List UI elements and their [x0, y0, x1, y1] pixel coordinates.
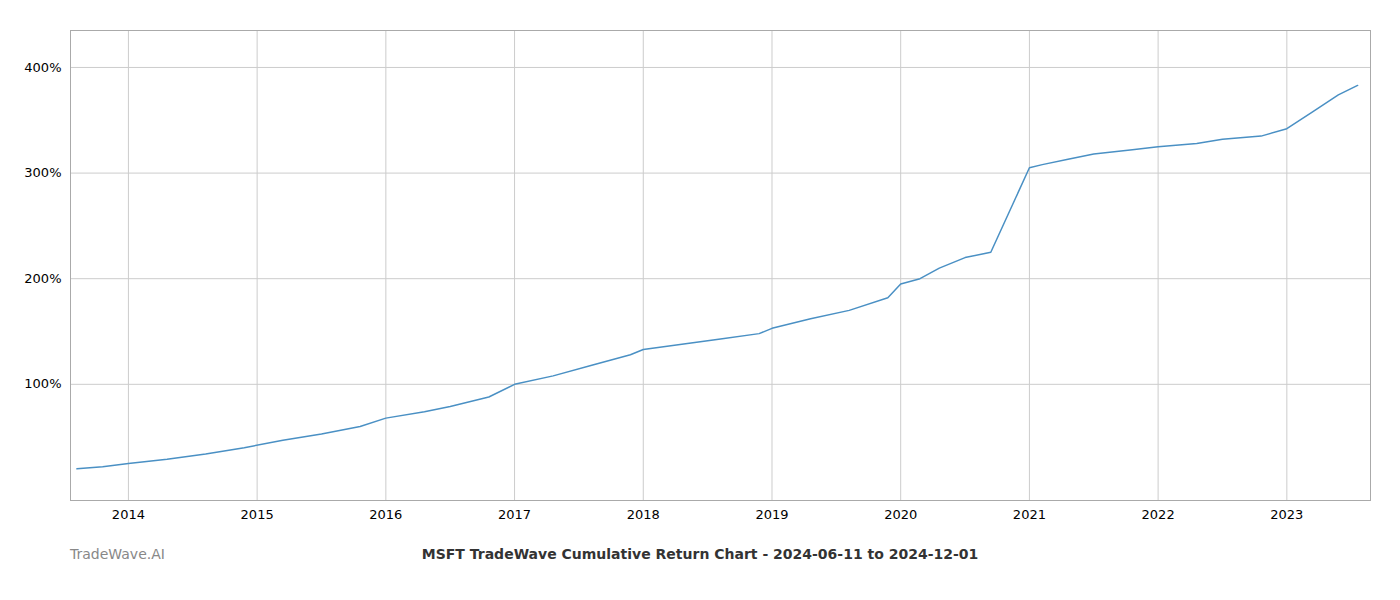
svg-text:2019: 2019 — [755, 507, 788, 522]
svg-text:2023: 2023 — [1270, 507, 1303, 522]
html-text:MSFT TradeWave Cumulative Retu: MSFT TradeWave Cumulative Return Chart -… — [421, 546, 979, 562]
svg-text:400%: 400% — [24, 60, 61, 75]
svg-text:2018: 2018 — [627, 507, 660, 522]
svg-text:2014: 2014 — [112, 507, 145, 522]
svg-text:2015: 2015 — [241, 507, 274, 522]
svg-text:2021: 2021 — [1013, 507, 1046, 522]
svg-text:2020: 2020 — [884, 507, 917, 522]
svg-text:300%: 300% — [24, 165, 61, 180]
svg-text:2016: 2016 — [369, 507, 402, 522]
svg-text:2022: 2022 — [1142, 507, 1175, 522]
html-text:TradeWave.AI: TradeWave.AI — [70, 546, 165, 562]
svg-text:2017: 2017 — [498, 507, 531, 522]
svg-text:100%: 100% — [24, 376, 61, 391]
svg-text:200%: 200% — [24, 271, 61, 286]
